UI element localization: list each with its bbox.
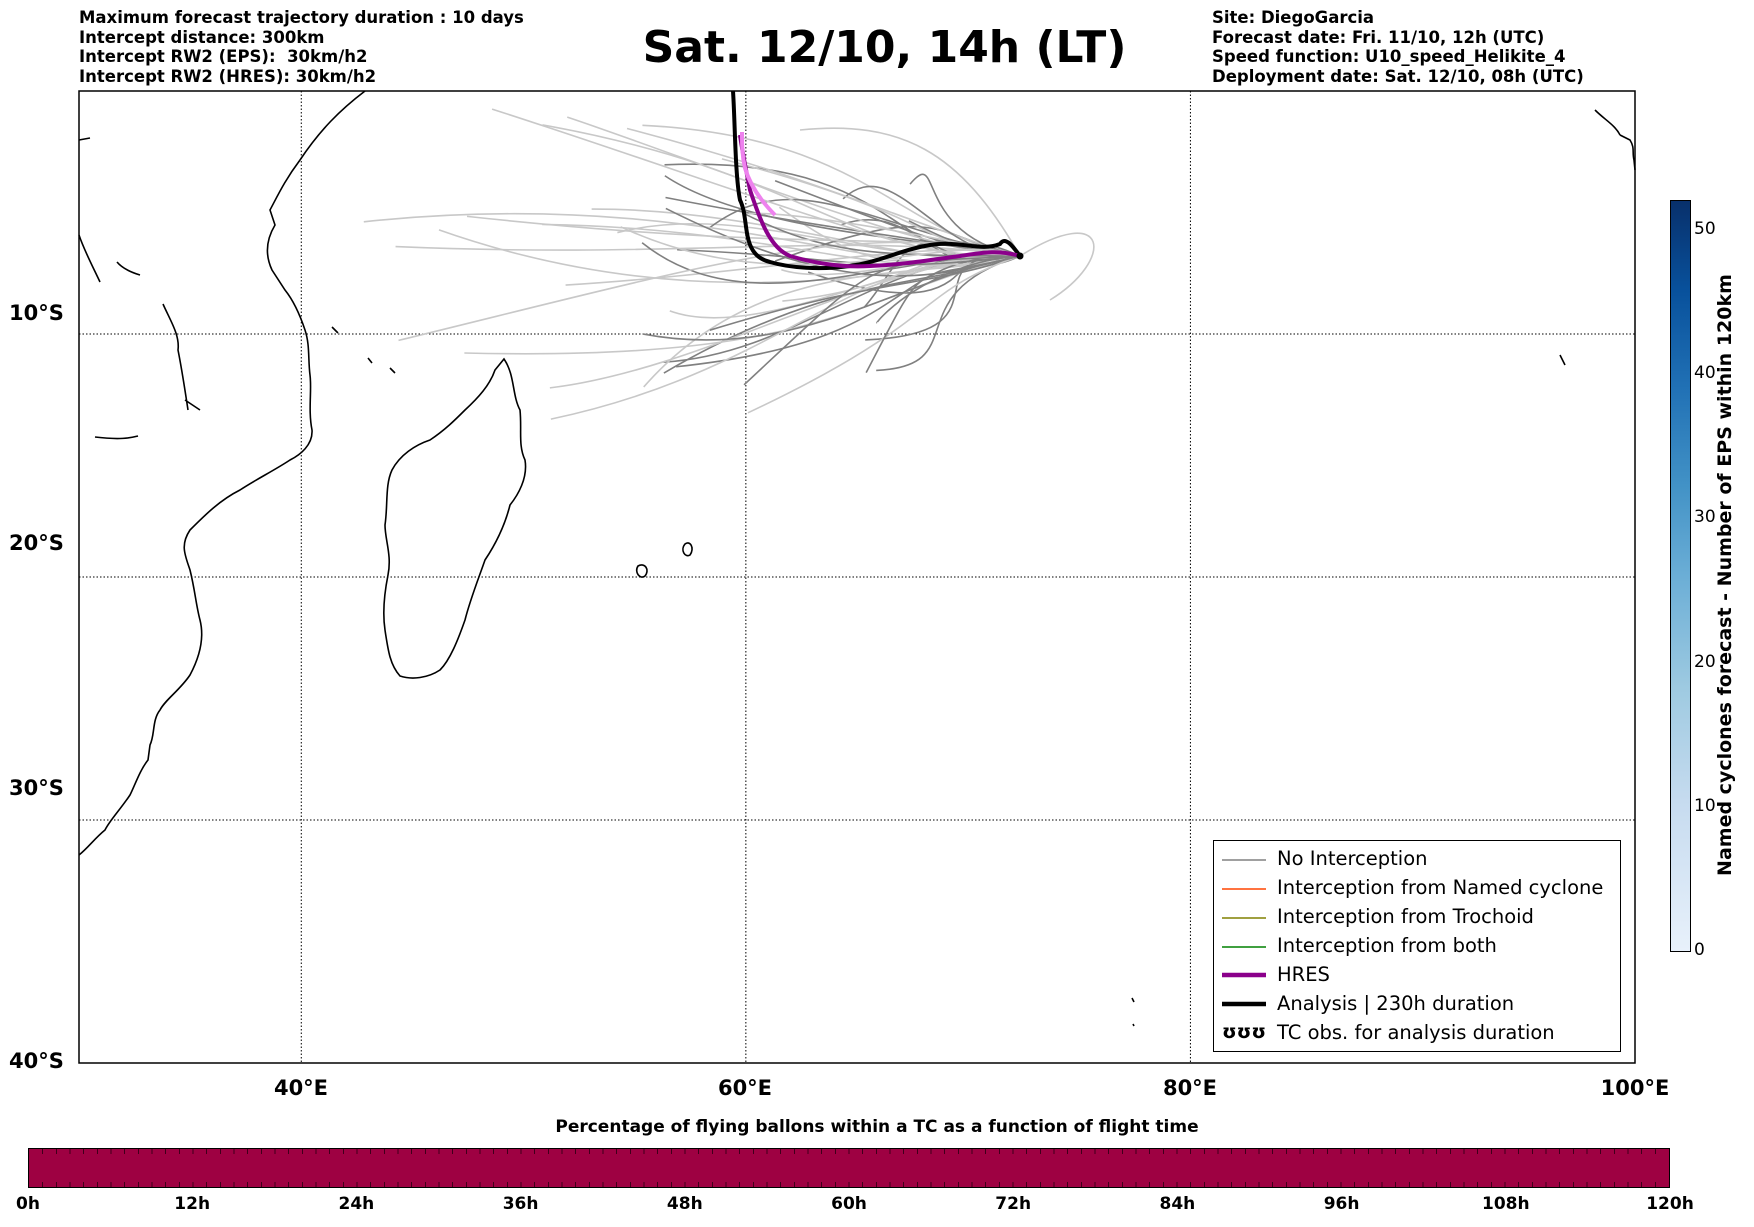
vertical-colorbar-tick-label: 0 xyxy=(1694,940,1705,960)
coastlines xyxy=(78,90,1636,1027)
horizontal-colorbar-tick-label: 96h xyxy=(1323,1194,1360,1214)
vertical-colorbar-tick-label: 40 xyxy=(1694,363,1716,384)
lon-label-60e: 60°E xyxy=(717,1076,773,1100)
hres-trajectory xyxy=(738,134,1021,269)
legend-label: Analysis | 230h duration xyxy=(1277,992,1515,1015)
horizontal-colorbar-tick-label: 0h xyxy=(16,1194,40,1214)
legend-item: Interception from Trochoid xyxy=(1214,903,1620,932)
legend-item: ʊʊʊ TC obs. for analysis duration xyxy=(1214,1019,1620,1048)
eps-trajectory xyxy=(865,255,1021,374)
legend-item: Interception from Named cyclone xyxy=(1214,874,1620,903)
horizontal-colorbar-tick-label: 24h xyxy=(338,1194,375,1214)
legend-swatch xyxy=(1222,946,1266,948)
vertical-colorbar-tick-label: 20 xyxy=(1694,651,1716,672)
horizontal-colorbar-tick-label: 12h xyxy=(174,1194,211,1214)
lat-label-30s: 30°S xyxy=(9,776,64,800)
lon-label-80e: 80°E xyxy=(1162,1076,1218,1100)
asia-coastline xyxy=(1594,109,1636,171)
vertical-colorbar-label: Named cyclones forecast - Number of EPS … xyxy=(1714,274,1736,876)
legend-swatch xyxy=(1222,972,1266,978)
eps-trajectory xyxy=(743,255,1021,386)
header-line: Maximum forecast trajectory duration : 1… xyxy=(79,8,524,27)
mauritius xyxy=(635,564,648,578)
horizontal-colorbar-tick-label: 36h xyxy=(502,1194,539,1214)
eps-trajectory xyxy=(677,248,1021,266)
legend-label: No Interception xyxy=(1277,847,1428,870)
legend-item: Analysis | 230h duration xyxy=(1214,990,1620,1019)
madagascar-coastline xyxy=(382,357,527,679)
main-trajectories xyxy=(731,90,1024,271)
eps-trajectory xyxy=(709,255,1021,331)
eps-trajectory xyxy=(542,124,1021,257)
horizontal-colorbar-tick-label: 60h xyxy=(831,1194,867,1214)
header-left: Maximum forecast trajectory duration : 1… xyxy=(79,8,524,86)
legend-label: TC obs. for analysis duration xyxy=(1277,1021,1555,1044)
header-line: Site: DiegoGarcia xyxy=(1212,8,1375,27)
legend-swatch xyxy=(1222,917,1266,919)
eps-trajectory xyxy=(799,127,1021,257)
lon-label-100e: 100°E xyxy=(1600,1076,1670,1100)
comoros-islands xyxy=(331,326,396,374)
arabia-coastline xyxy=(78,137,141,283)
eps-trajectory xyxy=(747,255,1021,414)
header-line: Speed function: U10_speed_Helikite_4 xyxy=(1212,47,1566,66)
tc-obs-symbol: ʊʊʊ xyxy=(1222,1021,1267,1043)
header-right: Site: DiegoGarcia Forecast date: Fri. 11… xyxy=(1212,8,1584,86)
vertical-colorbar-tick-label: 10 xyxy=(1694,795,1716,816)
header-line: Forecast date: Fri. 11/10, 12h (UTC) xyxy=(1212,27,1545,47)
legend-item: HRES xyxy=(1214,961,1620,990)
horizontal-colorbar-tick-label: 120h xyxy=(1646,1194,1694,1214)
diego-garcia-islands xyxy=(1131,354,1566,1027)
red-sea-and-horn xyxy=(162,303,201,411)
legend-item: Interception from both xyxy=(1214,932,1620,961)
eps-trajectory xyxy=(620,226,1021,266)
horizontal-colorbar-tick-label: 108h xyxy=(1482,1194,1530,1214)
legend-swatch xyxy=(1222,1001,1266,1007)
eps-trajectory xyxy=(876,255,1021,372)
legend-label: Interception from both xyxy=(1277,934,1497,957)
eps-trajectory xyxy=(1019,232,1095,301)
africa-coastline xyxy=(78,90,366,856)
legend-label: Interception from Named cyclone xyxy=(1277,876,1604,899)
vertical-colorbar-tick-label: 30 xyxy=(1694,507,1716,528)
header-line: Intercept RW2 (HRES): 30km/h2 xyxy=(79,66,377,86)
eps-trajectory xyxy=(550,255,1021,420)
horizontal-colorbar-tick-label: 72h xyxy=(995,1194,1032,1214)
eps-trajectory xyxy=(876,255,1021,324)
horizontal-colorbar-ticks-svg xyxy=(42,1149,1656,1187)
legend-item: No Interception xyxy=(1214,845,1620,874)
reunion xyxy=(682,542,693,557)
lat-label-40s: 40°S xyxy=(9,1049,64,1073)
horizontal-colorbar-tick-label: 48h xyxy=(666,1194,703,1214)
header-line: Intercept RW2 (EPS): 30km/h2 xyxy=(79,47,368,66)
eps-trajectory xyxy=(566,116,1021,257)
horizontal-colorbar-tick-label: 84h xyxy=(1159,1194,1196,1214)
lon-label-40e: 40°E xyxy=(273,1076,329,1100)
page-title: Sat. 12/10, 14h (LT) xyxy=(642,22,1127,73)
vertical-colorbar xyxy=(1670,200,1691,952)
vertical-colorbar-tick-label: 50 xyxy=(1694,218,1716,239)
launch-site-marker xyxy=(1016,252,1024,260)
legend-label: HRES xyxy=(1277,963,1330,986)
lat-label-20s: 20°S xyxy=(9,531,64,555)
legend-swatch xyxy=(1222,888,1266,890)
legend-label: Interception from Trochoid xyxy=(1277,905,1534,928)
hres-trajectory-light xyxy=(740,131,777,217)
horizontal-colorbar xyxy=(28,1148,1670,1188)
lake-coastline xyxy=(94,435,139,440)
header-line: Intercept distance: 300km xyxy=(79,27,325,47)
map-legend: No Interception Interception from Named … xyxy=(1213,840,1621,1052)
lat-label-10s: 10°S xyxy=(9,301,64,325)
horizontal-colorbar-title: Percentage of flying ballons within a TC… xyxy=(555,1117,1199,1137)
legend-swatch xyxy=(1222,859,1266,861)
header-line: Deployment date: Sat. 12/10, 08h (UTC) xyxy=(1212,66,1584,86)
eps-trajectory xyxy=(909,173,1021,257)
